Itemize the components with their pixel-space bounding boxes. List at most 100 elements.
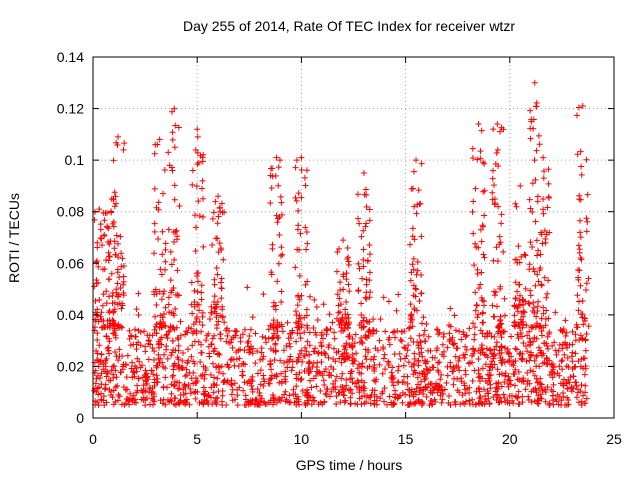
data-point xyxy=(293,383,300,390)
data-point xyxy=(504,346,511,353)
data-point xyxy=(527,125,534,132)
data-point xyxy=(108,195,115,202)
data-point xyxy=(117,284,124,291)
data-point xyxy=(278,299,285,306)
data-point xyxy=(548,370,555,377)
data-point xyxy=(269,173,276,180)
data-point xyxy=(323,325,330,332)
data-point xyxy=(192,375,199,382)
data-point xyxy=(439,387,446,394)
data-point xyxy=(132,326,139,333)
data-point xyxy=(391,351,398,358)
data-point xyxy=(95,318,102,325)
data-point xyxy=(439,396,446,403)
data-point xyxy=(496,371,503,378)
data-point xyxy=(386,393,393,400)
data-point xyxy=(415,342,422,349)
data-point xyxy=(183,366,190,373)
data-point xyxy=(91,283,98,290)
data-point xyxy=(479,349,486,356)
data-point xyxy=(206,353,213,360)
data-point xyxy=(198,398,205,405)
data-point xyxy=(297,230,304,237)
data-point xyxy=(409,225,416,232)
data-point xyxy=(529,209,536,216)
y-tick-label: 0 xyxy=(76,410,84,426)
data-point xyxy=(267,322,274,329)
data-point xyxy=(153,204,160,211)
data-point xyxy=(420,314,427,321)
data-point xyxy=(490,394,497,401)
data-point xyxy=(109,394,116,401)
data-point xyxy=(522,343,529,350)
data-point xyxy=(259,356,266,363)
data-point xyxy=(249,345,256,352)
data-point xyxy=(399,399,406,406)
data-point xyxy=(194,388,201,395)
data-point xyxy=(559,380,566,387)
data-point xyxy=(417,384,424,391)
data-point xyxy=(194,126,201,133)
data-point xyxy=(358,334,365,341)
data-point xyxy=(339,351,346,358)
data-point xyxy=(228,391,235,398)
data-point xyxy=(204,392,211,399)
data-point xyxy=(494,366,501,373)
data-point xyxy=(151,228,158,235)
data-point xyxy=(552,309,559,316)
data-point xyxy=(571,364,578,371)
data-point xyxy=(336,308,343,315)
data-point xyxy=(446,322,453,329)
data-point xyxy=(148,367,155,374)
data-point xyxy=(341,392,348,399)
data-point xyxy=(497,285,504,292)
data-point xyxy=(254,370,261,377)
data-point xyxy=(410,400,417,407)
data-point xyxy=(168,261,175,268)
data-point xyxy=(303,306,310,313)
data-point xyxy=(184,329,191,336)
data-point xyxy=(533,313,540,320)
data-point xyxy=(287,343,294,350)
data-point xyxy=(535,400,542,407)
data-point xyxy=(506,357,513,364)
data-point xyxy=(356,220,363,227)
data-point xyxy=(394,328,401,335)
data-point xyxy=(525,397,532,404)
data-point xyxy=(311,296,318,303)
data-point xyxy=(583,156,590,163)
data-point xyxy=(537,251,544,258)
data-point xyxy=(215,213,222,220)
data-point xyxy=(105,257,112,264)
data-point xyxy=(451,312,458,319)
data-point xyxy=(267,345,274,352)
data-point xyxy=(477,155,484,162)
data-point xyxy=(403,352,410,359)
data-point xyxy=(354,191,361,198)
data-point xyxy=(452,398,459,405)
data-point xyxy=(97,221,104,228)
data-point xyxy=(142,348,149,355)
data-point xyxy=(390,382,397,389)
data-point xyxy=(537,265,544,272)
data-point xyxy=(182,373,189,380)
data-point xyxy=(578,163,585,170)
data-point xyxy=(200,195,207,202)
data-point xyxy=(538,328,545,335)
data-point xyxy=(479,297,486,304)
data-point xyxy=(333,315,340,322)
data-point xyxy=(478,238,485,245)
data-point xyxy=(171,395,178,402)
data-point xyxy=(337,301,344,308)
data-point xyxy=(484,330,491,337)
data-point xyxy=(349,390,356,397)
data-point xyxy=(524,348,531,355)
data-point xyxy=(480,298,487,305)
data-point xyxy=(533,335,540,342)
data-point xyxy=(134,387,141,394)
data-point xyxy=(409,261,416,268)
data-point xyxy=(160,190,167,197)
data-point xyxy=(417,387,424,394)
data-point xyxy=(578,256,585,263)
data-point xyxy=(218,295,225,302)
